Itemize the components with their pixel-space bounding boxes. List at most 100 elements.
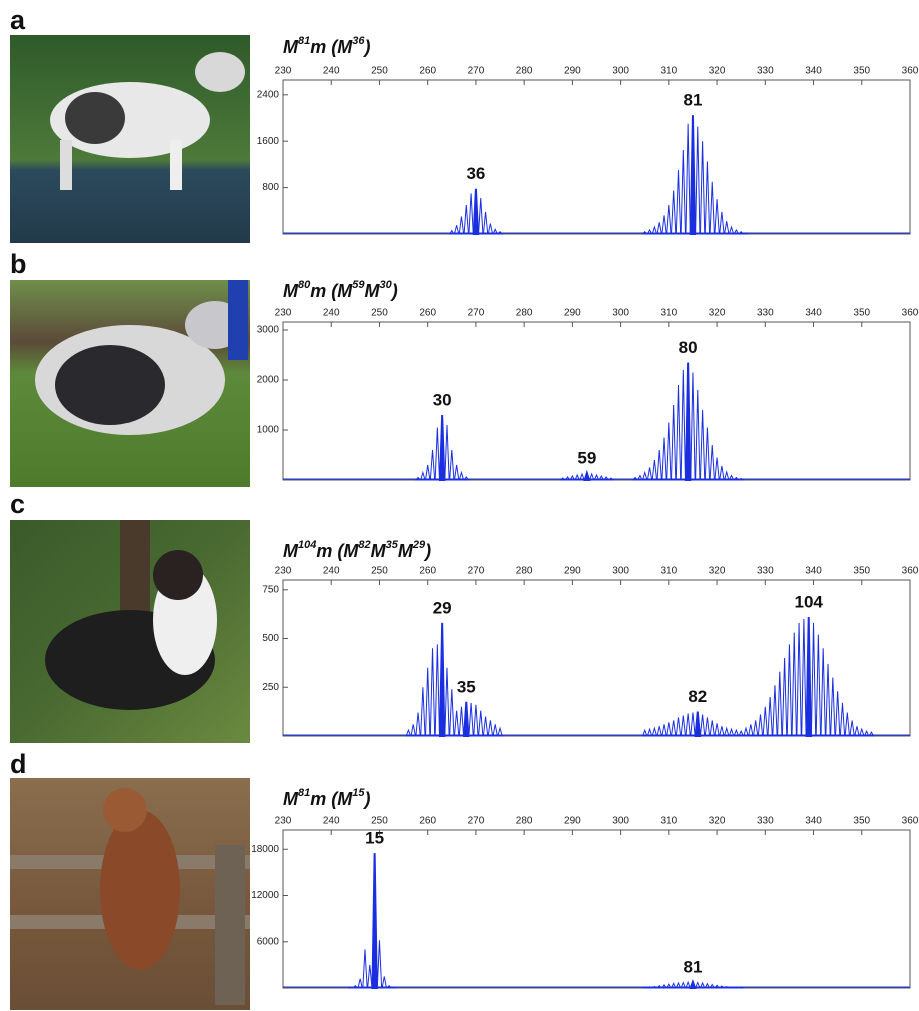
peak-label: 15 <box>365 829 384 848</box>
x-tick-label: 300 <box>612 66 629 77</box>
main-peak <box>807 617 811 736</box>
x-tick-label: 270 <box>468 308 485 319</box>
peak <box>691 713 695 736</box>
peak <box>652 460 656 480</box>
x-tick-label: 340 <box>805 308 822 319</box>
peak <box>479 711 483 736</box>
title-superscript: 30 <box>380 279 393 291</box>
peak <box>840 703 844 736</box>
y-tick-label: 2000 <box>257 375 280 386</box>
main-peak <box>691 982 695 988</box>
title-text: M <box>283 37 299 57</box>
peak <box>691 373 695 481</box>
panel-label: a <box>10 5 26 35</box>
title-text: m (M <box>316 541 359 561</box>
title-text: M <box>365 281 381 301</box>
peak <box>715 458 719 481</box>
x-tick-label: 310 <box>661 816 678 827</box>
x-tick-label: 240 <box>323 566 340 577</box>
peak <box>700 141 704 234</box>
x-tick-label: 310 <box>661 566 678 577</box>
y-tick-label: 12000 <box>251 890 279 901</box>
peak <box>681 150 685 234</box>
plot-frame <box>283 80 910 234</box>
x-tick-label: 320 <box>709 566 726 577</box>
x-tick-label: 330 <box>757 566 774 577</box>
peak <box>710 445 714 480</box>
peak <box>681 370 685 480</box>
x-tick-label: 360 <box>902 66 919 77</box>
peak-label: 36 <box>466 164 485 183</box>
main-peak <box>474 189 478 234</box>
title-text: M <box>398 541 414 561</box>
peak <box>474 705 478 736</box>
peak <box>647 468 651 481</box>
title-text: M <box>283 789 299 809</box>
peak <box>643 987 647 988</box>
x-tick-label: 320 <box>709 816 726 827</box>
peak <box>426 668 430 736</box>
peak <box>821 648 825 736</box>
peak <box>671 190 675 234</box>
peak <box>758 715 762 736</box>
peak <box>696 127 700 234</box>
peak <box>450 450 454 480</box>
peak <box>671 720 675 736</box>
peak <box>459 707 463 736</box>
x-tick-label: 230 <box>275 816 292 827</box>
photo-b <box>10 280 250 487</box>
plot-frame <box>283 322 910 480</box>
peak <box>787 644 791 736</box>
peak <box>768 697 772 736</box>
x-tick-label: 230 <box>275 308 292 319</box>
x-tick-label: 320 <box>709 66 726 77</box>
x-tick-label: 310 <box>661 66 678 77</box>
peak <box>464 205 468 234</box>
peak <box>450 689 454 736</box>
figure: a M 81 m (M 36) 230 240 250 260 270 280 290 300 310 32… <box>0 0 919 1011</box>
peak <box>435 644 439 736</box>
x-tick-label: 280 <box>516 308 533 319</box>
peak-label: 81 <box>684 91 703 110</box>
peak <box>416 713 420 736</box>
peak <box>835 691 839 736</box>
peak <box>435 428 439 481</box>
title-text: ) <box>423 541 431 561</box>
x-tick-label: 290 <box>564 66 581 77</box>
x-tick-label: 350 <box>853 66 870 77</box>
x-tick-label: 260 <box>419 566 436 577</box>
peak <box>662 215 666 234</box>
x-tick-label: 250 <box>371 566 388 577</box>
title-text: M <box>371 541 387 561</box>
x-tick-label: 300 <box>612 816 629 827</box>
peak <box>763 707 767 736</box>
title-superscript: 15 <box>352 787 365 799</box>
title-superscript: 59 <box>352 279 365 291</box>
x-tick-label: 350 <box>853 566 870 577</box>
photo-d <box>10 778 250 1010</box>
photo-a <box>10 35 250 243</box>
panel-title: M81m (M15) <box>283 787 371 809</box>
title-text: M <box>283 281 299 301</box>
peak <box>715 723 719 736</box>
peak <box>662 724 666 736</box>
x-tick-label: 230 <box>275 566 292 577</box>
peak-label: 104 <box>795 593 824 612</box>
x-tick-label: 330 <box>757 66 774 77</box>
title-text: m (M <box>310 281 353 301</box>
x-tick-label: 340 <box>805 816 822 827</box>
peak <box>667 423 671 481</box>
x-tick-label: 290 <box>564 566 581 577</box>
y-tick-label: 250 <box>262 682 279 693</box>
peak <box>831 678 835 737</box>
panel-title: M80m (M59M30) <box>283 279 398 301</box>
y-tick-label: 6000 <box>257 936 280 947</box>
peak <box>488 720 492 736</box>
main-peak <box>696 712 700 736</box>
y-tick-label: 3000 <box>257 325 280 336</box>
peak-label: 29 <box>433 598 452 617</box>
peak <box>421 687 425 736</box>
x-tick-label: 340 <box>805 66 822 77</box>
peak <box>816 635 820 736</box>
peak <box>720 466 724 480</box>
